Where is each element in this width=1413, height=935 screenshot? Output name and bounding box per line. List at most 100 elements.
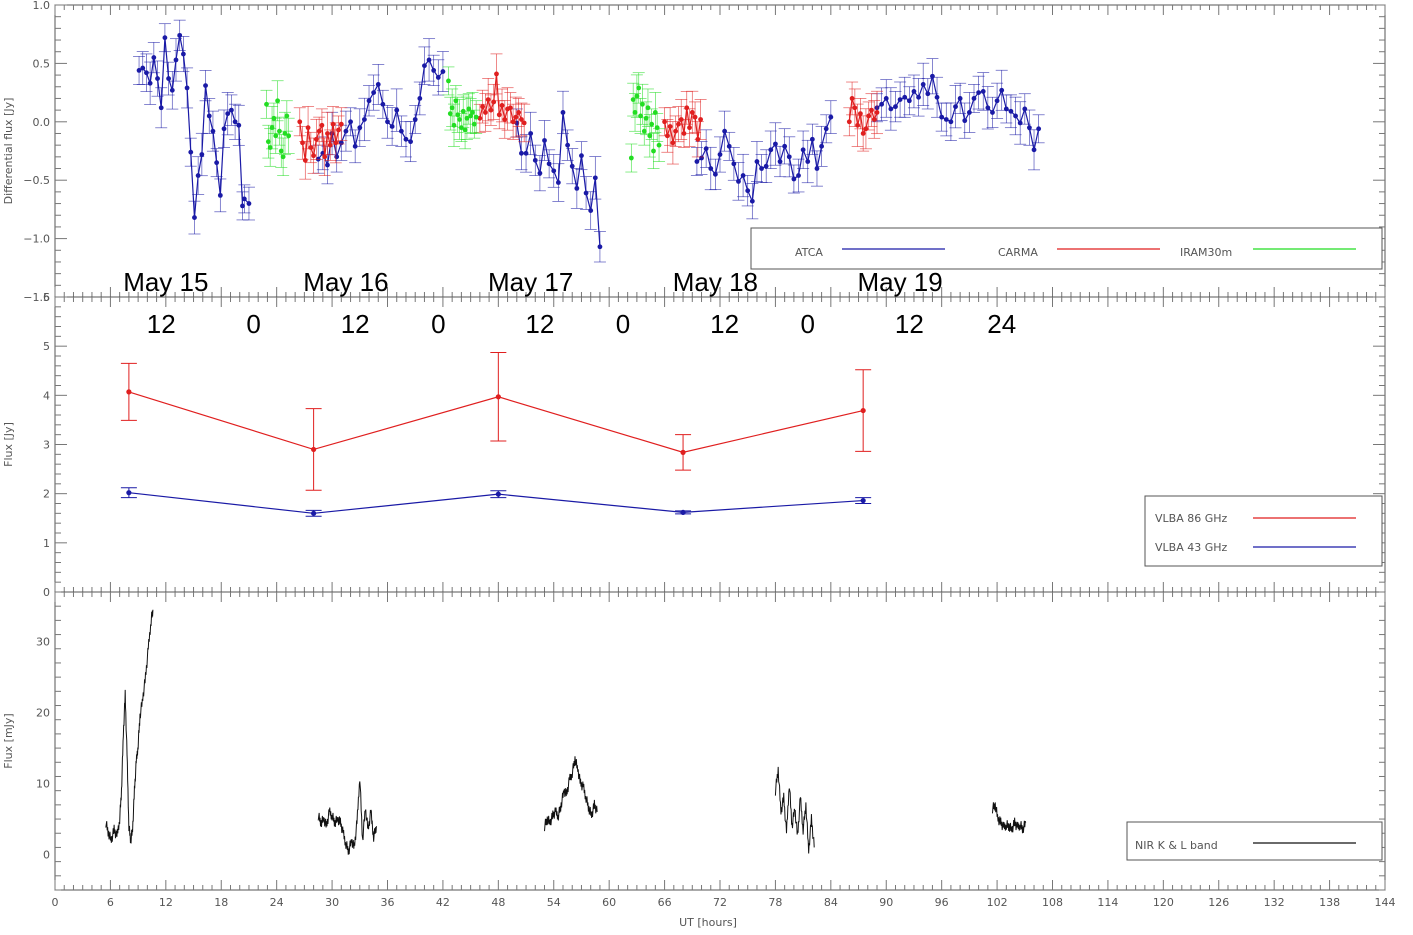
data-point xyxy=(265,139,271,145)
data-point xyxy=(1008,108,1014,114)
data-point xyxy=(343,128,349,134)
data-point xyxy=(169,87,175,93)
data-point xyxy=(470,110,475,115)
data-point xyxy=(579,153,584,159)
data-point xyxy=(634,93,640,99)
data-point xyxy=(930,73,935,79)
data-point xyxy=(754,159,760,164)
data-point xyxy=(1013,113,1018,119)
data-point xyxy=(225,111,231,117)
data-point xyxy=(888,106,894,112)
data-point xyxy=(990,110,995,115)
data-point xyxy=(496,112,502,118)
data-point xyxy=(893,104,898,110)
data-point xyxy=(528,131,534,136)
data-point xyxy=(1022,106,1028,112)
data-point xyxy=(426,57,432,63)
data-point xyxy=(457,117,462,122)
legend-label: CARMA xyxy=(998,246,1038,259)
data-point xyxy=(763,163,769,169)
data-point xyxy=(232,119,238,125)
day-label: May 19 xyxy=(857,267,942,297)
x-tick-label: 84 xyxy=(824,896,838,909)
data-point xyxy=(357,125,363,131)
data-point xyxy=(726,143,732,149)
data-point xyxy=(680,509,686,515)
x-tick-label: 126 xyxy=(1208,896,1229,909)
data-point xyxy=(555,180,561,185)
y-tick-label: −1.0 xyxy=(23,233,50,246)
y-tick-label: 30 xyxy=(36,636,50,649)
y-axis-title: Flux [mJy] xyxy=(2,713,15,768)
data-point xyxy=(322,154,328,160)
data-point xyxy=(943,117,949,122)
data-point xyxy=(282,131,288,136)
x-tick-label: 48 xyxy=(491,896,505,909)
data-point xyxy=(699,155,704,161)
data-point xyxy=(906,98,912,104)
data-point xyxy=(403,136,409,142)
x-tick-label: 72 xyxy=(713,896,727,909)
y-tick-label: 0.5 xyxy=(33,57,51,70)
data-point xyxy=(1017,120,1023,126)
data-point xyxy=(863,126,869,132)
x-tick-label: 60 xyxy=(602,896,616,909)
data-point xyxy=(483,110,488,115)
data-point xyxy=(846,119,852,125)
data-point xyxy=(338,121,344,127)
data-point xyxy=(348,119,353,125)
data-point xyxy=(684,105,690,111)
data-point xyxy=(976,90,982,95)
series-line-atca xyxy=(876,76,1040,150)
data-point xyxy=(768,147,774,153)
data-point xyxy=(308,145,314,150)
x-tick-label: 120 xyxy=(1153,896,1174,909)
data-point xyxy=(592,175,598,181)
series-line-atca xyxy=(138,35,244,218)
legend: VLBA 86 GHz VLBA 43 GHz xyxy=(1144,495,1383,567)
x-tick-label: 132 xyxy=(1264,896,1285,909)
data-point xyxy=(136,68,142,73)
data-point xyxy=(670,140,676,146)
data-point xyxy=(879,101,885,107)
data-point xyxy=(333,140,339,146)
y-axis-title: Flux [Jy] xyxy=(2,422,15,467)
data-point xyxy=(319,122,325,128)
legend-label: IRAM30m xyxy=(1180,246,1232,259)
data-point xyxy=(385,119,390,125)
data-point xyxy=(188,149,194,155)
data-point xyxy=(777,159,783,164)
y-tick-label: 4 xyxy=(43,389,50,402)
data-point xyxy=(565,142,571,148)
data-point xyxy=(297,119,303,125)
series-line-atca xyxy=(696,116,832,204)
hour-label: 12 xyxy=(895,309,924,339)
data-point xyxy=(126,389,132,395)
data-point xyxy=(694,159,700,164)
data-point xyxy=(1003,106,1009,112)
data-point xyxy=(749,198,755,204)
data-point xyxy=(375,82,381,87)
series-line-vlba-1 xyxy=(128,492,864,514)
data-point xyxy=(521,120,527,126)
data-point xyxy=(717,152,723,157)
data-point xyxy=(471,121,477,127)
data-point xyxy=(495,394,501,400)
x-tick-label: 138 xyxy=(1319,896,1340,909)
data-point xyxy=(477,115,483,121)
data-point xyxy=(537,170,543,176)
data-point xyxy=(916,94,921,100)
data-point xyxy=(708,166,714,171)
data-point xyxy=(574,185,580,191)
data-point xyxy=(221,126,227,132)
data-point xyxy=(583,190,589,196)
data-point xyxy=(588,208,594,213)
data-point xyxy=(641,128,647,134)
data-point xyxy=(782,143,788,149)
y-tick-label: 3 xyxy=(43,439,50,452)
data-point xyxy=(184,85,190,91)
data-point xyxy=(852,105,858,111)
data-point xyxy=(860,497,866,504)
day-label: May 17 xyxy=(488,267,573,297)
y-tick-label: 5 xyxy=(43,340,50,353)
